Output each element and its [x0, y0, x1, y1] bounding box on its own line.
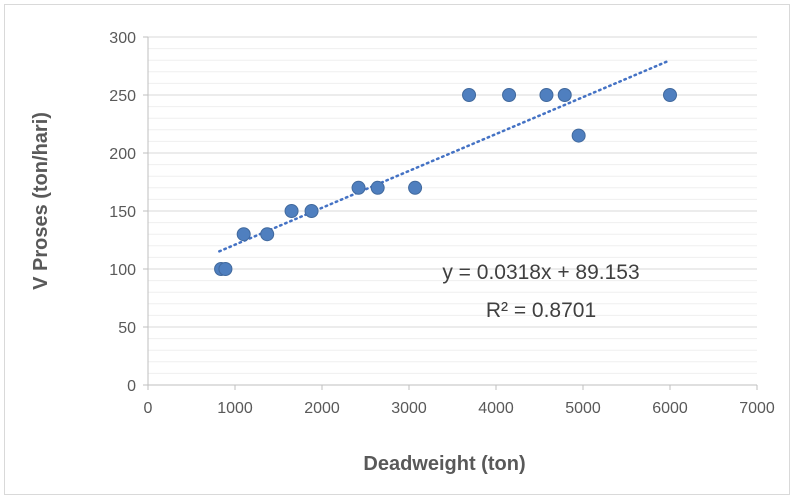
x-tick-label: 4000 — [478, 400, 514, 417]
data-point — [304, 204, 319, 218]
gridlines — [148, 36, 757, 374]
data-point — [557, 88, 572, 102]
data-point — [462, 88, 477, 102]
y-tick-label: 150 — [109, 204, 136, 221]
x-tick-label: 1000 — [217, 400, 253, 417]
y-tick-label: 0 — [127, 378, 136, 395]
trendline-r-squared: R² = 0.8701 — [486, 299, 596, 322]
y-tick-label: 100 — [109, 262, 136, 279]
data-points — [214, 88, 677, 276]
x-tick-label: 5000 — [565, 400, 601, 417]
data-point — [218, 262, 233, 276]
tick-labels: 0 1000 2000 3000 4000 5000 6000 7000 0 50 100 150 20… — [109, 30, 775, 417]
x-tick-label: 2000 — [304, 400, 340, 417]
data-point — [284, 204, 299, 218]
y-tick-label: 200 — [109, 146, 136, 163]
data-point — [351, 180, 366, 195]
data-point — [408, 180, 423, 195]
y-tick-label: 50 — [118, 320, 136, 337]
trendline — [218, 60, 668, 253]
axes — [143, 36, 758, 390]
data-point — [539, 88, 554, 102]
data-point — [260, 227, 275, 242]
x-tick-label: 7000 — [739, 400, 775, 417]
x-tick-label: 3000 — [391, 400, 427, 417]
data-point — [370, 180, 385, 195]
y-tick-label: 250 — [109, 88, 136, 105]
x-axis-title: Deadweight (ton) — [363, 453, 525, 475]
data-point — [663, 88, 677, 102]
trendline-group — [218, 60, 668, 253]
data-point — [571, 128, 586, 143]
chart-area: 0 1000 2000 3000 4000 5000 6000 7000 0 50 100 150 20… — [4, 4, 790, 495]
trendline-equation: y = 0.0318x + 89.153 — [442, 261, 639, 284]
y-axis-title: V Proses (ton/hari) — [30, 112, 52, 290]
x-tick-label: 6000 — [652, 400, 688, 417]
data-point — [236, 227, 251, 242]
x-tick-label: 0 — [144, 400, 153, 417]
data-point — [502, 88, 517, 102]
y-tick-label: 300 — [109, 30, 136, 47]
scatter-chart: 0 1000 2000 3000 4000 5000 6000 7000 0 50 100 150 20… — [30, 30, 775, 475]
